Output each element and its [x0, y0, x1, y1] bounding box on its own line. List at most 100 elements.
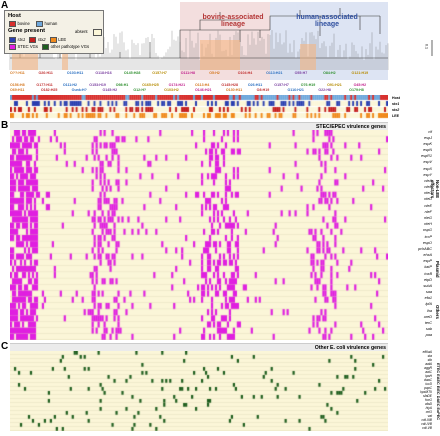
serotype-row2-label: O116:H21	[287, 88, 304, 92]
serotype-top-label: O113:H21	[266, 71, 283, 75]
lee-legend-label: LEE	[58, 37, 67, 43]
host-track-label: Host	[392, 96, 400, 100]
other-heatmap-canvas	[10, 351, 388, 431]
gene-label-espo: espO	[422, 240, 432, 245]
gene-label-efa1: efa1	[424, 296, 432, 301]
gene-label-nlea: nleA	[424, 178, 432, 183]
gene-label-espy: espY	[423, 172, 432, 177]
serotype-row1-label: O153:H19	[89, 83, 106, 87]
serotype-row1-label: O111:H2	[62, 83, 78, 87]
serotype-row2-label: O130:H11	[225, 88, 243, 92]
gene-label-nleh: nleH	[424, 222, 432, 227]
gene-label-ehxa: ehxA	[423, 253, 432, 258]
stec-heatmap	[10, 130, 388, 340]
gene-label-suba: subA	[423, 283, 432, 288]
gene-group-2: Plasmid	[435, 260, 440, 278]
gene-label-vat: vat	[427, 414, 432, 418]
serotype-top-label: O??:H11	[10, 71, 25, 75]
gene-label-cdt-vb: cdt-VB	[422, 426, 432, 430]
track-labels: Host stx1 stx2 LEE	[392, 95, 400, 119]
other-gene-labels: eltIIaA sta stb aatA aggR aaiC ipaH daaC iucD pap…	[388, 350, 440, 431]
stx1-track-label: stx1	[392, 102, 400, 106]
gene-label-espp: espP	[423, 259, 432, 264]
annotation-tracks	[10, 95, 388, 119]
serotype-row1-label: O91:H21	[327, 83, 342, 87]
panel-a-label: A	[1, 0, 9, 11]
gene-label-nlef: nleF	[424, 209, 432, 214]
gene-legend-title: Gene present	[8, 28, 46, 34]
serotype-row2-label: O8:H19	[256, 88, 270, 92]
serotype-top-label: O145:H28	[123, 71, 141, 75]
human-legend-label: human	[44, 21, 58, 27]
gene-label-aata: aatA	[425, 362, 432, 366]
serotype-row2-label: O22:H8	[318, 88, 331, 92]
serotype-top-label: O118:H16	[95, 71, 112, 75]
stx2-swatch	[29, 37, 37, 43]
gene-label-hlya: hlyA	[425, 406, 432, 410]
other-vg-legend-label: other pathotype VGs	[50, 44, 90, 50]
gene-label-afad: afaD	[425, 402, 432, 406]
stec-vg-legend-label: STEC VGs	[17, 44, 38, 50]
serotype-top-label: O121:H19	[351, 71, 369, 75]
other-vg-swatch	[42, 44, 50, 50]
serotype-top-label: O111:H8	[180, 71, 195, 75]
host-legend-title: Host	[8, 13, 21, 19]
gene-label-kpsmtii: kpsMTII	[420, 390, 432, 394]
gene-label-daac: daaC	[424, 378, 432, 382]
lee-swatch	[49, 37, 57, 43]
section-b-title: STEC/EPEC virulence genes	[315, 123, 386, 130]
gene-label-espj: espJ	[423, 135, 432, 140]
other-heatmap	[10, 351, 388, 431]
gene-label-ured: ureD	[423, 314, 432, 319]
stec-gene-labels: cif espJ espK espN espR1 espV espX espY nleA nleB…	[388, 130, 440, 340]
section-c-title-bar: Other E. coli virulence genes	[10, 343, 388, 351]
gene-label-ipah: ipaH	[425, 374, 432, 378]
serotype-row2-label: O103:H2	[164, 88, 179, 92]
serotype-row1-label: O76:H19	[300, 83, 316, 87]
gene-label-nled: nleD	[424, 197, 432, 202]
serotype-row2-label: Ounk:H?	[71, 88, 87, 92]
gene-label-stb: stb	[427, 358, 432, 362]
gene-label-nleg: nleG	[423, 215, 432, 220]
stx2-legend-label: stx2	[37, 37, 46, 43]
legend-box: Host bovine human Gene present absent st…	[4, 10, 104, 54]
serotype-row1-label: O174:H21	[168, 83, 186, 87]
serotype-top-label: O157:H7	[152, 71, 167, 75]
gene-label-espx: espX	[423, 166, 432, 171]
gene-label-nleb: nleB	[424, 185, 432, 190]
serotype-row1-label: O177:H11	[36, 83, 53, 87]
gene-legend-items-row2: STEC VGs other pathotype VGs	[9, 44, 89, 50]
serotype-row2-label: O12:H?	[133, 88, 147, 92]
bovine-legend-label: bovine	[17, 21, 30, 27]
gene-label-focg: focG	[425, 398, 432, 402]
section-b-title-bar: STEC/EPEC virulence genes	[10, 122, 388, 130]
stx1-legend-label: stx1	[17, 37, 26, 43]
gene-label-toxb: toxB	[424, 271, 432, 276]
serotype-top-label: O55:H7	[294, 71, 308, 75]
section-c-title: Other E. coli virulence genes	[314, 344, 386, 351]
stec-vg-swatch	[9, 44, 16, 50]
host-legend-items: bovine human	[9, 21, 57, 27]
lee-track-label: LEE	[392, 114, 399, 118]
serotype-row1-label: O157:H7	[274, 83, 289, 87]
serotype-labels: O??:H11 O26:H11 O103:H11 O118:H16 O145:H28 O1…	[0, 0, 440, 100]
gene-label-nlec: nleC	[424, 191, 432, 196]
serotype-row1-label: O98:H1	[115, 83, 129, 87]
absent-swatch	[93, 29, 102, 36]
gene-label-cdt-ivb: cdt-IVB	[421, 422, 432, 426]
gene-label-pchabc: pchABC	[418, 246, 432, 251]
panel-c-label: C	[1, 341, 9, 352]
human-lineage-shade	[270, 2, 388, 80]
gene-label-katp: katP	[424, 265, 432, 270]
gene-label-nlee: nleE	[424, 203, 432, 208]
serotype-top-label: O84:H2	[323, 71, 336, 75]
gene-label-iha: iha	[426, 308, 432, 313]
gene-group-3: Others	[435, 305, 440, 320]
gene-label-paa: paa	[425, 333, 432, 338]
serotype-row2-label: O69:H11	[10, 88, 25, 92]
serotype-top-label: O5:H2	[209, 71, 220, 75]
gene-label-saa: saa	[425, 290, 432, 295]
human-lineage-label: human-associated lineage	[296, 14, 358, 29]
gene-label-terc: terC	[424, 320, 432, 325]
serotype-row1-label: O145:H28	[221, 83, 239, 87]
